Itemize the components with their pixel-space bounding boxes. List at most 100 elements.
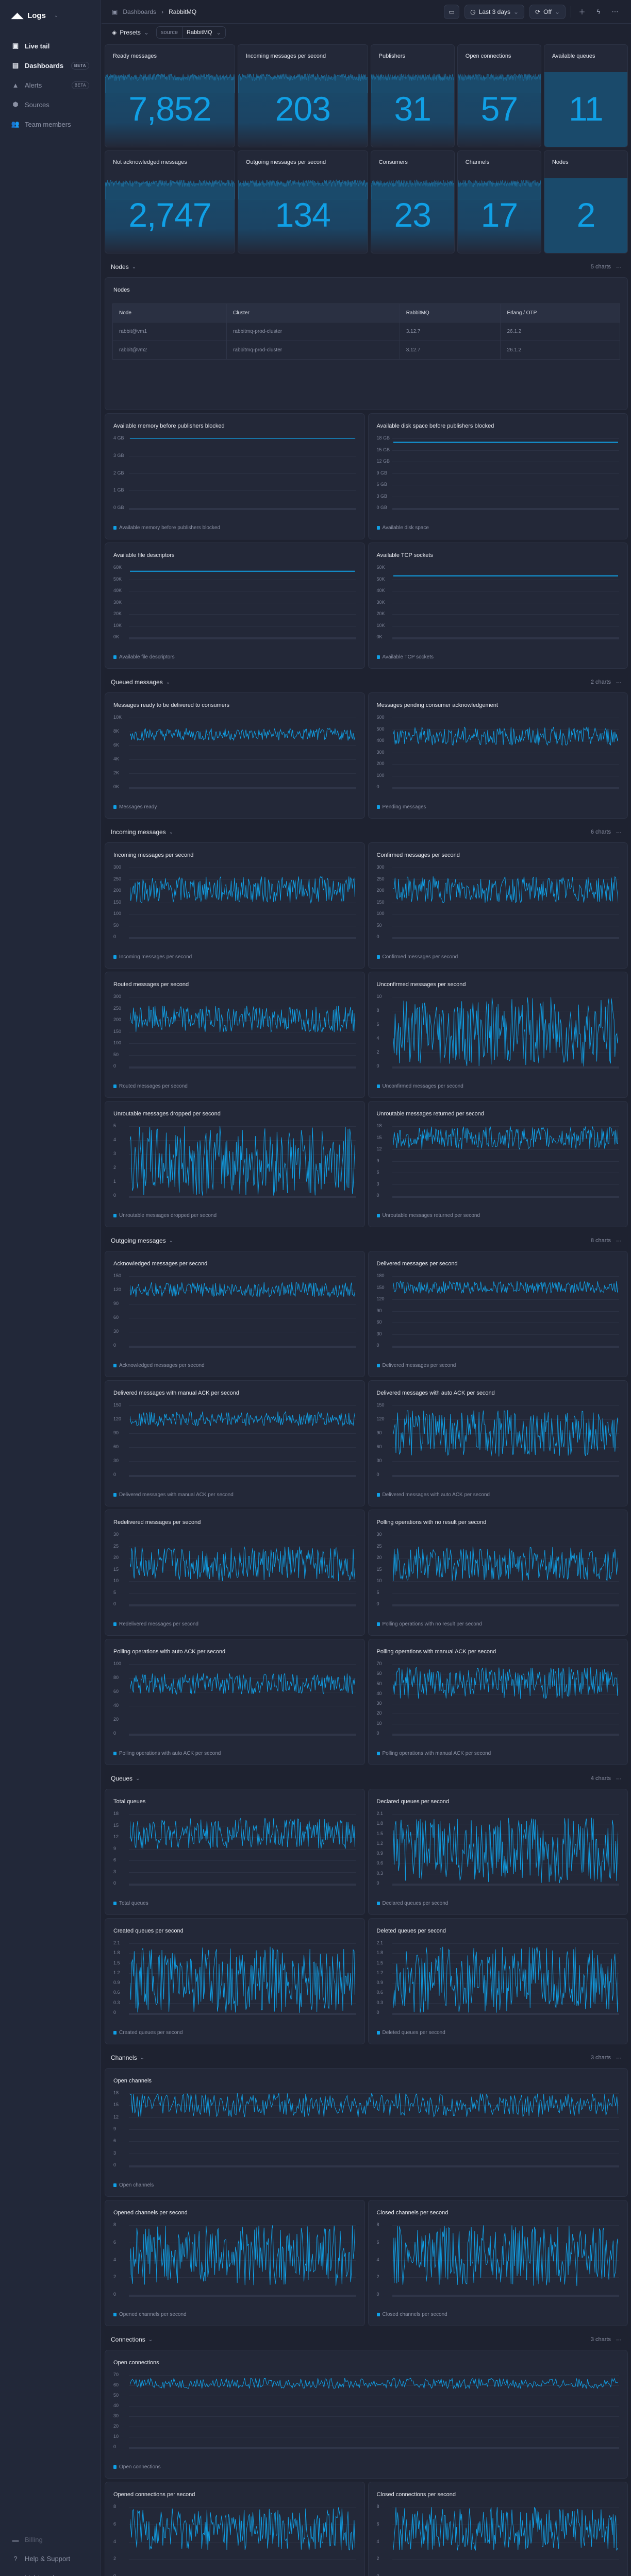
chart-card[interactable]: Unconfirmed messages per second 10 8 6 4 2 0 Un… bbox=[368, 972, 628, 1098]
y-tick: 6 bbox=[113, 2138, 117, 2144]
chart-card[interactable]: Open connections 70 60 50 40 30 20 10 0 Open conn… bbox=[105, 2350, 628, 2479]
y-tick: 30 bbox=[113, 1458, 119, 1463]
y-tick: 0 bbox=[376, 784, 379, 789]
column-header[interactable]: RabbitMQ bbox=[399, 303, 501, 323]
bolt-icon[interactable]: ϟ bbox=[596, 8, 601, 15]
layers-icon: ◈ bbox=[112, 29, 117, 36]
stat-card[interactable]: Outgoing messages per second 134 bbox=[237, 150, 368, 253]
sidebar-item-team-members[interactable]: 👥 Team members bbox=[11, 114, 89, 134]
more-icon[interactable]: ⋯ bbox=[616, 1775, 622, 1782]
chart-card[interactable]: Messages pending consumer acknowledgemen… bbox=[368, 692, 628, 819]
add-icon[interactable]: ＋ bbox=[578, 8, 586, 16]
chart-card[interactable]: Delivered messages with manual ACK per s… bbox=[105, 1380, 365, 1506]
gridline bbox=[392, 1592, 619, 1594]
chart-card[interactable]: Available memory before publishers block… bbox=[105, 413, 365, 539]
breadcrumb-dashboards[interactable]: Dashboards bbox=[123, 8, 157, 15]
y-tick: 60 bbox=[376, 1319, 382, 1325]
sidebar-item-alerts[interactable]: ▲ Alerts BETA bbox=[11, 75, 89, 95]
legend-label: Unroutable messages returned per second bbox=[382, 1213, 480, 1218]
gridline bbox=[392, 787, 619, 789]
more-icon[interactable]: ⋯ bbox=[616, 264, 622, 270]
sidebar-item-sources[interactable]: ⬢ Sources bbox=[11, 95, 89, 114]
source-filter[interactable]: source RabbitMQ ⌄ bbox=[156, 26, 226, 39]
column-header[interactable]: Cluster bbox=[226, 303, 400, 323]
stat-card[interactable]: Publishers 31 bbox=[370, 44, 455, 147]
column-header[interactable]: Node bbox=[112, 303, 227, 323]
y-tick: 180 bbox=[376, 1273, 385, 1278]
chart-card[interactable]: Unroutable messages dropped per second 5 4… bbox=[105, 1101, 365, 1227]
chart-card[interactable]: Available file descriptors 60K 50K 40K 30K 20… bbox=[105, 543, 365, 669]
y-tick: 3 bbox=[113, 2150, 117, 2156]
time-range-select[interactable]: ◷ Last 3 days ⌄ bbox=[464, 4, 525, 19]
chart-card[interactable]: Closed connections per second86420Closed… bbox=[368, 2482, 628, 2576]
stat-card[interactable]: Open connections 57 bbox=[457, 44, 541, 147]
section-queued[interactable]: Queued messages ⌄ 2 charts ⋯ bbox=[105, 672, 628, 692]
stat-card[interactable]: Nodes 2 bbox=[543, 150, 628, 253]
legend-swatch bbox=[113, 1902, 117, 1905]
section-incoming[interactable]: Incoming messages ⌄ 6 charts ⋯ bbox=[105, 822, 628, 842]
table-row[interactable]: rabbit@vm1 rabbitmq-prod-cluster 3.12.7 26.… bbox=[112, 322, 620, 341]
gridline bbox=[129, 1943, 356, 1944]
sidebar-item-help-support[interactable]: ? Help & Support bbox=[11, 2549, 95, 2568]
chart-icon: ▤ bbox=[12, 61, 19, 69]
chart-card[interactable]: Closed channels per second 8 6 4 2 0 Closed ch… bbox=[368, 2200, 628, 2326]
chart-card[interactable]: Unroutable messages returned per second 1… bbox=[368, 1101, 628, 1227]
section-connections[interactable]: Connections ⌄ 3 charts ⋯ bbox=[105, 2329, 628, 2350]
chart-card[interactable]: Deleted queues per second 2.1 1.8 1.5 1.2 0.9… bbox=[368, 1918, 628, 2044]
section-queues[interactable]: Queues ⌄ 4 charts ⋯ bbox=[105, 1768, 628, 1789]
chart-card[interactable]: Polling operations with auto ACK per sec… bbox=[105, 1639, 365, 1765]
chart-card[interactable]: Created queues per second 2.1 1.8 1.5 1.2 0.9… bbox=[105, 1918, 365, 2044]
sidebar-item-billing[interactable]: ▬ Billing bbox=[11, 2530, 95, 2549]
more-icon[interactable]: ⋯ bbox=[611, 7, 619, 15]
section-channels[interactable]: Channels ⌄ 3 charts ⋯ bbox=[105, 2047, 628, 2068]
more-icon[interactable]: ⋯ bbox=[616, 2055, 622, 2061]
chart-card[interactable]: Opened channels per second 8 6 4 2 0 Opened ch… bbox=[105, 2200, 365, 2326]
chart-card[interactable]: Open channels 18 15 12 9 6 3 0 Open channels bbox=[105, 2068, 628, 2197]
presets-button[interactable]: ◈ Presets ⌄ bbox=[112, 29, 149, 36]
legend-swatch bbox=[376, 1752, 380, 1755]
y-tick: 0K bbox=[376, 634, 383, 639]
stat-card[interactable]: Available queues 11 bbox=[543, 44, 628, 147]
column-header[interactable]: Erlang / OTP bbox=[500, 303, 620, 323]
chart-card[interactable]: Polling operations with manual ACK per s… bbox=[368, 1639, 628, 1765]
stat-card[interactable]: Not acknowledged messages 2,747 bbox=[105, 150, 235, 253]
refresh-select[interactable]: ⟳ Off ⌄ bbox=[529, 4, 566, 19]
y-tick: 30 bbox=[113, 1329, 119, 1334]
stat-card[interactable]: Incoming messages per second 203 bbox=[237, 44, 368, 147]
chart-card[interactable]: Available disk space before publishers b… bbox=[368, 413, 628, 539]
chart-card[interactable]: Available TCP sockets 60K 50K 40K 30K 20K 10K 0… bbox=[368, 543, 628, 669]
sidebar-item-live-tail[interactable]: ▣ Live tail bbox=[11, 36, 89, 56]
chart-card[interactable]: Messages ready to be delivered to consum… bbox=[105, 692, 365, 819]
chart-card[interactable]: Total queues 18 15 12 9 6 3 0 Total queues bbox=[105, 1789, 365, 1915]
chart-card[interactable]: Confirmed messages per second 300 250 200 15… bbox=[368, 842, 628, 969]
y-tick: 15 bbox=[113, 1822, 119, 1828]
y-tick: 0 GB bbox=[376, 505, 388, 510]
chart-card[interactable]: Redelivered messages per second 30 25 20 15 1… bbox=[105, 1510, 365, 1636]
stat-card[interactable]: Consumers 23 bbox=[370, 150, 455, 253]
chart-card[interactable]: Polling operations with no result per se… bbox=[368, 1510, 628, 1636]
chart-card[interactable]: Declared queues per second 2.1 1.8 1.5 1.2 0.… bbox=[368, 1789, 628, 1915]
more-icon[interactable]: ⋯ bbox=[616, 2336, 622, 2343]
more-icon[interactable]: ⋯ bbox=[616, 1238, 622, 1244]
gridline bbox=[129, 1592, 356, 1594]
chart-card[interactable]: Delivered messages with auto ACK per sec… bbox=[368, 1380, 628, 1506]
section-outgoing[interactable]: Outgoing messages ⌄ 8 charts ⋯ bbox=[105, 1230, 628, 1251]
chart-card[interactable]: Opened connections per second86420Opened… bbox=[105, 2482, 365, 2576]
stat-card[interactable]: Ready messages 7,852 bbox=[105, 44, 235, 147]
y-tick: 60K bbox=[113, 565, 122, 570]
chart-legend: Polling operations with manual ACK per s… bbox=[376, 1751, 491, 1756]
table-row[interactable]: rabbit@vm2 rabbitmq-prod-cluster 3.12.7 26.… bbox=[112, 341, 620, 360]
chart-card[interactable]: Routed messages per second 300 250 200 150 10… bbox=[105, 972, 365, 1098]
live-tail-button[interactable]: ▭ bbox=[444, 4, 460, 19]
sidebar-item-light-mode[interactable]: ☼ Light mode bbox=[11, 2568, 95, 2576]
sidebar-item-dashboards[interactable]: ▤ Dashboards BETA bbox=[11, 56, 89, 75]
brand[interactable]: ◢◣ Logs ⌄ bbox=[0, 0, 101, 31]
chart-card[interactable]: Incoming messages per second 300 250 200 150… bbox=[105, 842, 365, 969]
chart-card[interactable]: Acknowledged messages per second 150 120 90… bbox=[105, 1251, 365, 1377]
y-tick: 2.1 bbox=[376, 1811, 384, 1816]
section-nodes[interactable]: Nodes ⌄ 5 charts ⋯ bbox=[105, 257, 628, 277]
stat-card[interactable]: Channels 17 bbox=[457, 150, 541, 253]
more-icon[interactable]: ⋯ bbox=[616, 679, 622, 686]
more-icon[interactable]: ⋯ bbox=[616, 829, 622, 836]
chart-card[interactable]: Delivered messages per second 180 150 120 90… bbox=[368, 1251, 628, 1377]
